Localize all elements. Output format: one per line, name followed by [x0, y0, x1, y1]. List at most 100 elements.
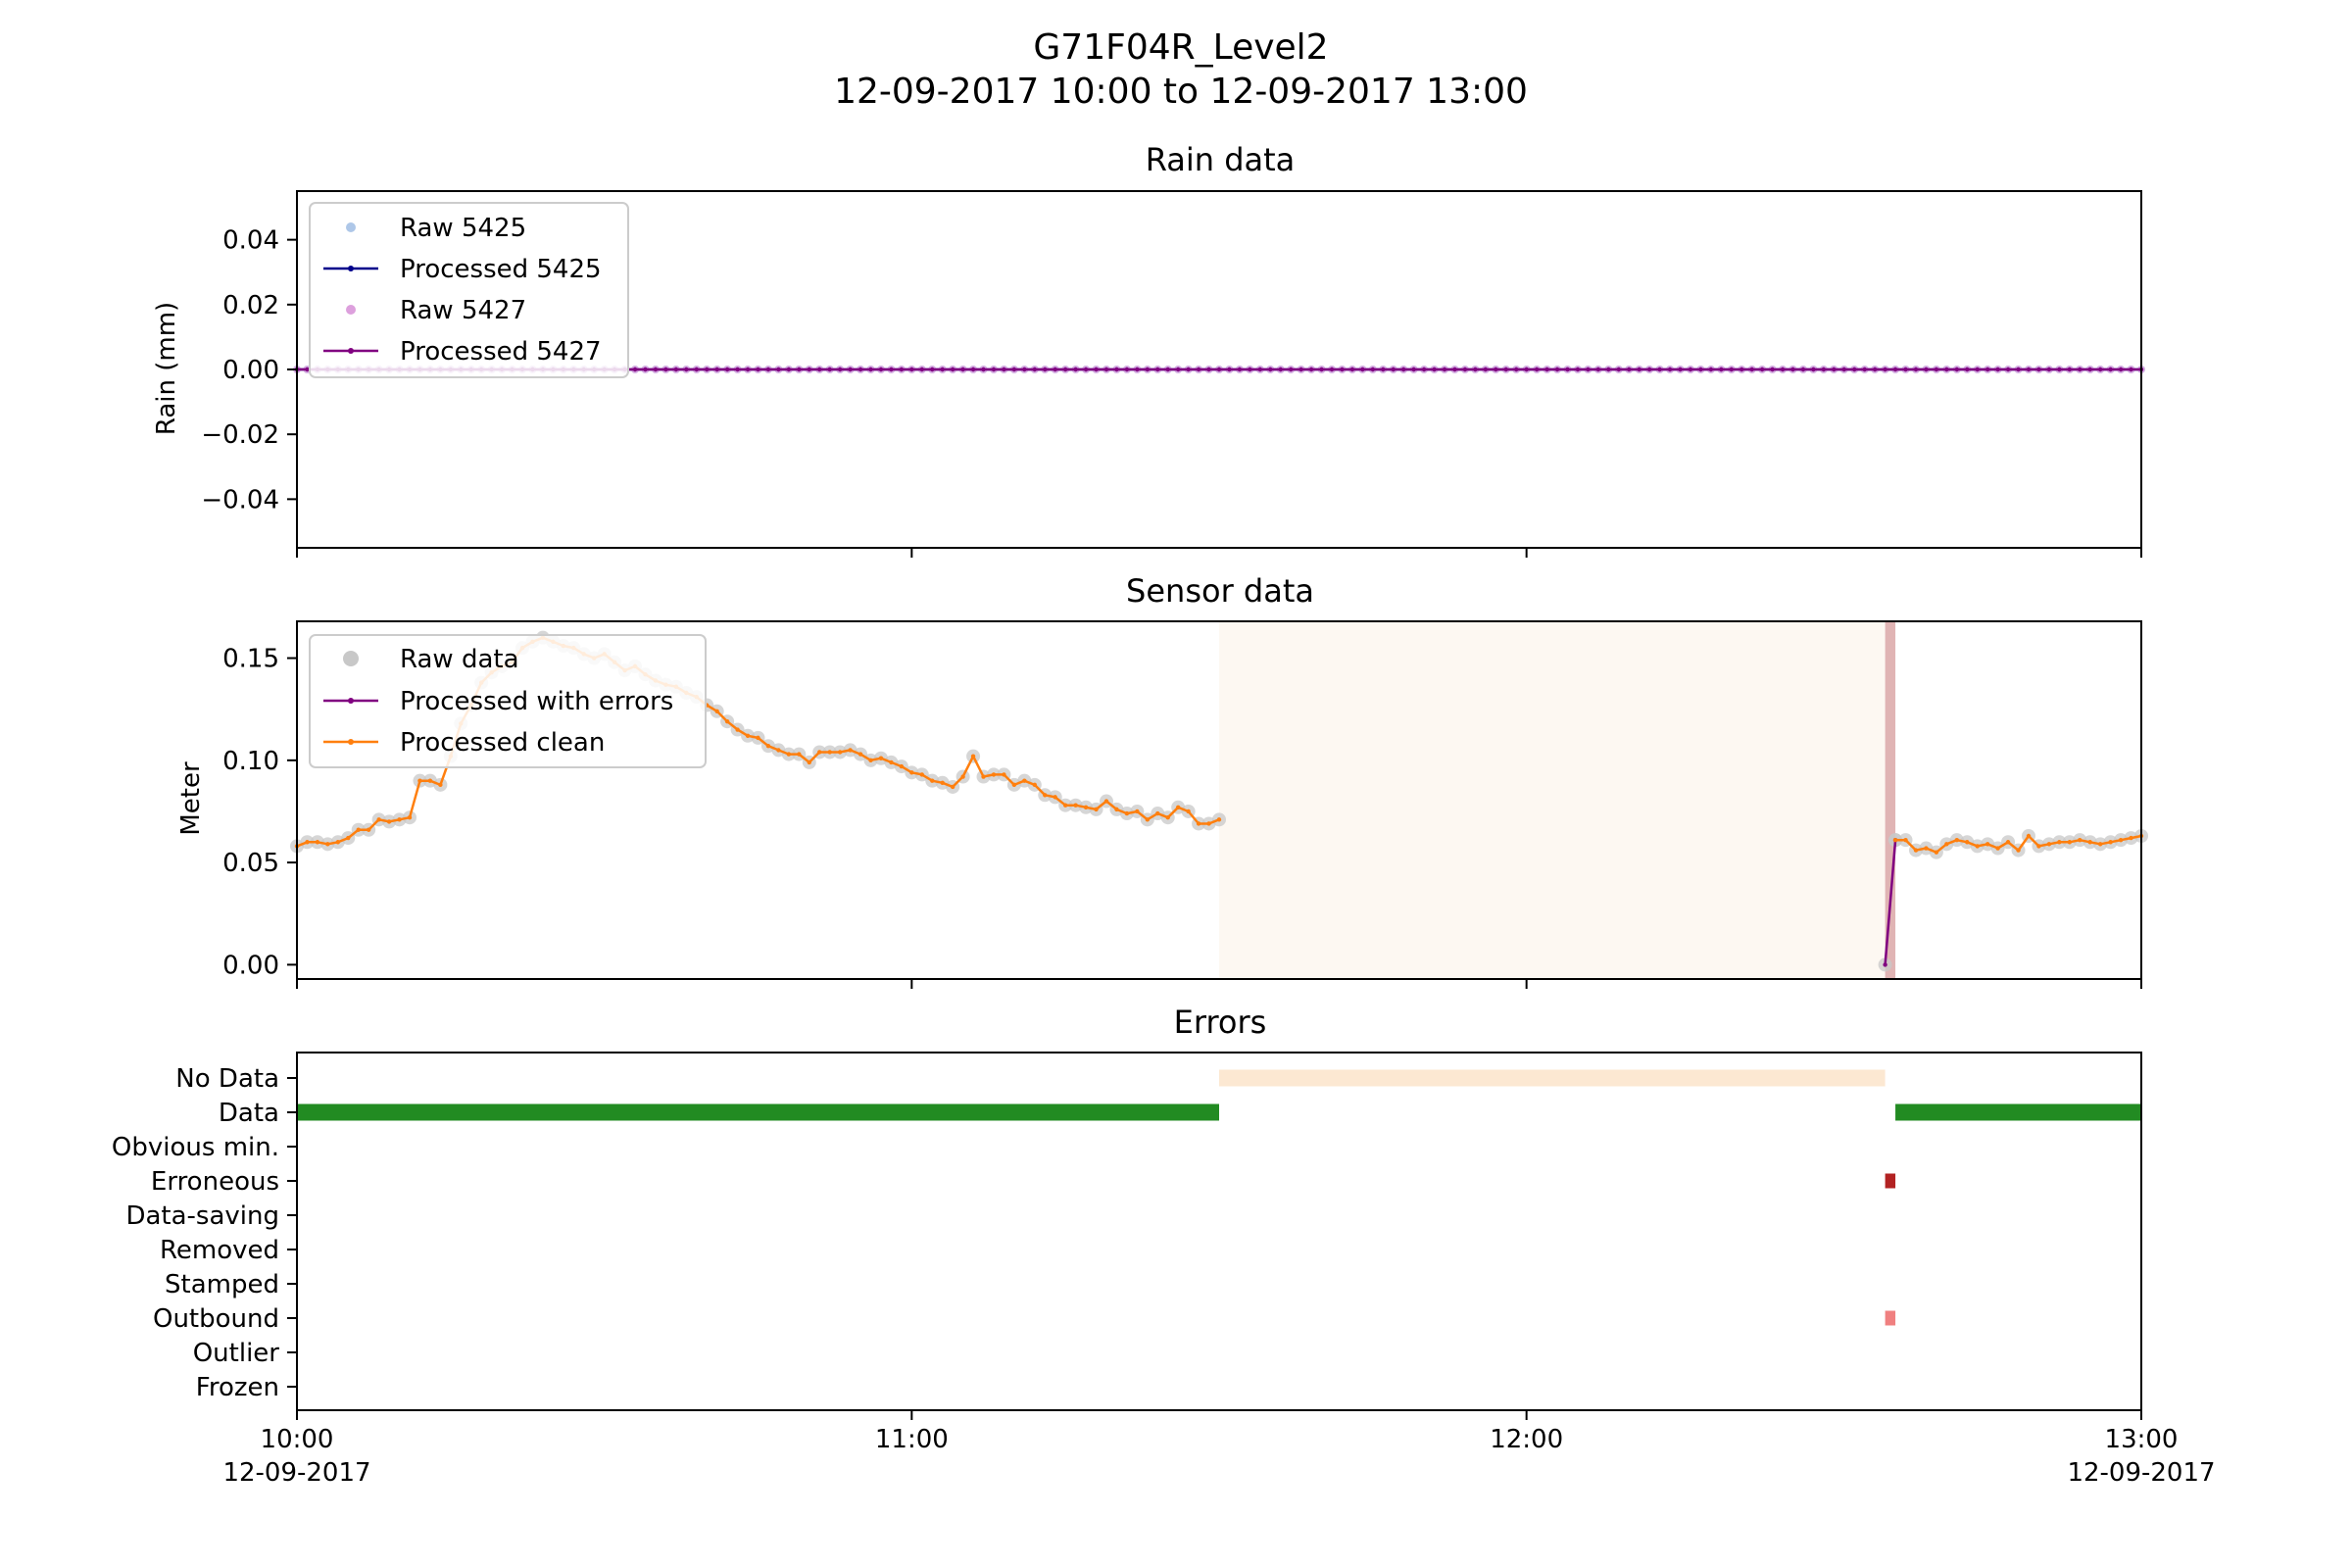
rain-data-point [714, 367, 719, 372]
rain-data-point [1381, 367, 1386, 372]
rain-data-point [1401, 367, 1406, 372]
legend-label-raw-5425: Raw 5425 [400, 214, 526, 243]
rain-data-point [653, 367, 659, 372]
sensor-processed-point [1984, 842, 1990, 847]
sensor-processed-point [848, 748, 853, 753]
sensor-y-axis-label: Meter [176, 761, 206, 836]
sensor-processed-point [325, 842, 330, 847]
rain-data-point [1770, 367, 1775, 372]
rain-data-point [1698, 367, 1703, 372]
rain-data-point [632, 367, 638, 372]
sensor-processed-point [807, 760, 811, 765]
sensor-processed-point [417, 778, 422, 783]
sensor-processed-point [397, 817, 402, 822]
rain-data-point [756, 367, 760, 372]
legend-marker-processed-errors [348, 698, 354, 704]
sensor-processed-point [899, 763, 905, 769]
rain-data-point [899, 367, 905, 372]
rain-data-point [1554, 367, 1560, 372]
rain-data-point [1616, 367, 1621, 372]
sensor-processed-point [1883, 962, 1887, 967]
rain-data-point [1073, 367, 1078, 372]
sensor-processed-point [1975, 844, 1980, 849]
sensor-processed-point [837, 750, 843, 755]
rain-data-point [1308, 367, 1314, 372]
sensor-processed-point [724, 719, 730, 724]
sensor-processed-point [735, 727, 740, 732]
y-tick-label: 0.15 [222, 645, 279, 674]
category-tick-label: Stamped [165, 1270, 279, 1299]
sensor-processed-point [407, 815, 413, 820]
y-tick-label: 0.05 [222, 849, 279, 878]
sensor-processed-point [2036, 844, 2041, 849]
sensor-processed-point [1165, 815, 1170, 820]
rain-data-point [1216, 367, 1222, 372]
legend-marker-processed-5425 [348, 266, 354, 271]
rain-data-point [1832, 367, 1837, 372]
rain-data-point [1534, 367, 1540, 372]
rain-data-point [1124, 367, 1130, 372]
rain-data-point [705, 367, 710, 372]
rain-data-point [1043, 367, 1048, 372]
error-interval-bar [1895, 1103, 2141, 1121]
sensor-processed-point [2046, 842, 2052, 847]
sensor-processed-point [950, 784, 956, 790]
rain-data-point [1503, 367, 1508, 372]
sensor-processed-point [940, 780, 945, 785]
x-tick-date-label: 12-09-2017 [2067, 1458, 2215, 1488]
rain-data-point [1145, 367, 1151, 372]
rain-data-point [1473, 367, 1478, 372]
category-tick-label: Removed [160, 1236, 279, 1265]
sensor-processed-point [1073, 803, 1078, 808]
sensor-processed-point [1083, 805, 1089, 809]
rain-data-point [1319, 367, 1324, 372]
rain-data-point [1892, 367, 1898, 372]
rain-data-point [1062, 367, 1068, 372]
category-tick-label: Erroneous [151, 1167, 279, 1197]
y-tick-label: 0.00 [222, 951, 279, 980]
sensor-processed-point [919, 772, 924, 777]
sensor-processed-point [2078, 837, 2082, 843]
rain-data-point [663, 367, 668, 372]
rain-data-point [1411, 367, 1416, 372]
rain-data-point [1196, 367, 1201, 372]
rain-data-point [889, 367, 894, 372]
rain-data-point [1740, 367, 1744, 372]
sensor-processed-point [1043, 793, 1048, 798]
x-tick-label: 12:00 [1490, 1425, 1563, 1454]
category-tick-label: No Data [175, 1064, 279, 1094]
sensor-legend-box [309, 634, 707, 768]
errors-intervals [297, 1069, 2141, 1326]
rain-data-point [1462, 367, 1468, 372]
rain-data-point [1370, 367, 1376, 372]
sensor-processed-point [2118, 837, 2124, 843]
sensor-processed-point [346, 835, 351, 841]
rain-data-point [1852, 367, 1857, 372]
sensor-processed-point [1944, 842, 1949, 847]
sensor-processed-point [776, 748, 781, 753]
rain-data-point [2087, 367, 2092, 372]
sensor-processed-point [1954, 837, 1960, 843]
errors-panel: Errors No Data Data Obvious min. Erroneous D… [112, 1004, 2216, 1488]
rain-panel: Rain data Rain (mm) 0.04 0.02 0.00 −0.02 −0.… [152, 141, 2145, 558]
sensor-processed-point [1124, 810, 1130, 816]
rain-data-point [1248, 367, 1252, 372]
sensor-x-ticks [296, 979, 2142, 989]
rain-data-point [745, 367, 751, 372]
sensor-processed-point [909, 770, 914, 775]
rain-data-point [1094, 367, 1099, 372]
category-tick-label: Outbound [153, 1304, 279, 1334]
rain-data-point [909, 367, 914, 372]
sensor-processed-point [1965, 840, 1970, 845]
sensor-shaded-regions [1219, 621, 1896, 979]
errors-panel-title: Errors [1174, 1004, 1267, 1041]
rain-data-point [1811, 367, 1816, 372]
legend-marker-raw-5427 [346, 305, 356, 315]
rain-data-point [1114, 367, 1119, 372]
sensor-processed-point [1196, 821, 1201, 826]
rain-data-point [2036, 367, 2041, 372]
sensor-processed-point [2057, 840, 2062, 845]
category-tick-label: Outlier [193, 1339, 280, 1368]
errors-category-ticks: No Data Data Obvious min. Erroneous Data-sav… [112, 1064, 297, 1402]
y-tick-label: 0.00 [222, 356, 279, 385]
